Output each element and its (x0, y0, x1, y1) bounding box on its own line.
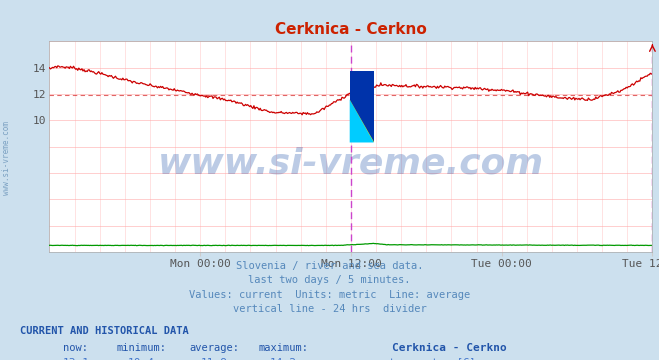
Text: Cerknica - Cerkno: Cerknica - Cerkno (392, 343, 507, 353)
Text: vertical line - 24 hrs  divider: vertical line - 24 hrs divider (233, 304, 426, 314)
Text: last two days / 5 minutes.: last two days / 5 minutes. (248, 275, 411, 285)
Text: average:: average: (189, 343, 239, 353)
Text: 10.4: 10.4 (129, 358, 155, 360)
Text: www.si-vreme.com: www.si-vreme.com (2, 121, 11, 195)
Text: CURRENT AND HISTORICAL DATA: CURRENT AND HISTORICAL DATA (20, 326, 188, 336)
Text: maximum:: maximum: (258, 343, 308, 353)
Text: temperature[C]: temperature[C] (389, 358, 476, 360)
Text: www.si-vreme.com: www.si-vreme.com (158, 147, 544, 181)
Text: Slovenia / river and sea data.: Slovenia / river and sea data. (236, 261, 423, 271)
Text: 14.2: 14.2 (270, 358, 297, 360)
Polygon shape (350, 99, 374, 143)
Title: Cerknica - Cerkno: Cerknica - Cerkno (275, 22, 427, 37)
Bar (350, 71, 374, 143)
Text: Values: current  Units: metric  Line: average: Values: current Units: metric Line: aver… (189, 290, 470, 300)
Text: minimum:: minimum: (117, 343, 167, 353)
Text: 13.1: 13.1 (63, 358, 89, 360)
Polygon shape (350, 71, 374, 143)
Text: 11.9: 11.9 (201, 358, 227, 360)
Text: now:: now: (63, 343, 88, 353)
Text: ■: ■ (372, 358, 386, 360)
